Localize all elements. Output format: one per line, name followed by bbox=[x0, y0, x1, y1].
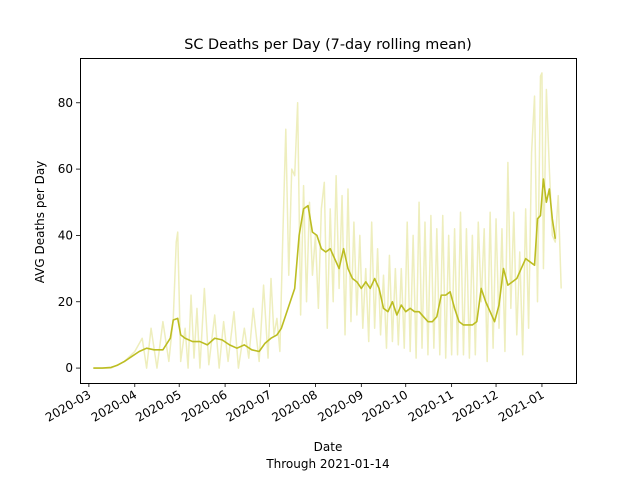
chart-title: SC Deaths per Day (7-day rolling mean) bbox=[184, 37, 471, 53]
y-tick-label: 0 bbox=[65, 361, 73, 375]
x-axis-title: Date bbox=[314, 440, 343, 454]
plot-frame bbox=[80, 58, 577, 384]
plot-area bbox=[93, 72, 562, 369]
daily-deaths-line bbox=[93, 72, 562, 369]
x-axis-note: Through 2021-01-14 bbox=[265, 457, 389, 471]
rolling-mean-line bbox=[93, 178, 557, 369]
y-axis: 0 20 40 60 80 bbox=[58, 96, 80, 375]
y-tick-label: 40 bbox=[58, 228, 73, 242]
y-tick-label: 80 bbox=[58, 96, 73, 110]
y-axis-title: AVG Deaths per Day bbox=[33, 161, 47, 284]
y-tick-label: 60 bbox=[58, 162, 73, 176]
y-tick-label: 20 bbox=[58, 295, 73, 309]
